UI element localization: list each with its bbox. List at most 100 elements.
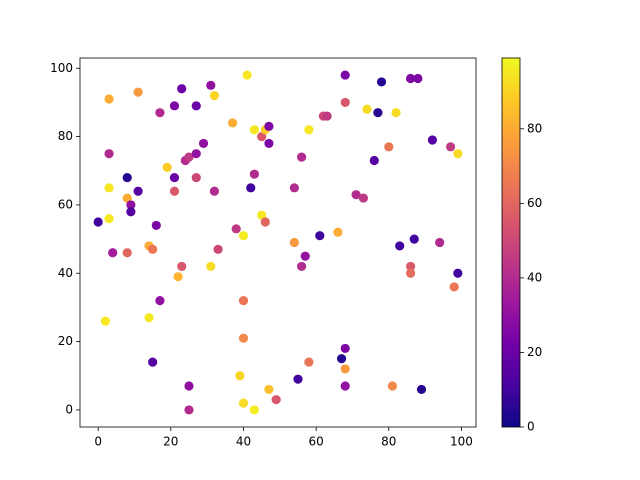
plot-frame	[79, 57, 477, 428]
point	[449, 282, 459, 292]
point	[249, 125, 259, 135]
point	[122, 172, 132, 183]
point	[315, 231, 325, 241]
point	[133, 186, 143, 196]
point	[300, 251, 310, 261]
point	[340, 97, 350, 108]
point	[340, 364, 350, 374]
point	[336, 354, 347, 364]
x-tick-label: 40	[236, 435, 251, 449]
point	[416, 384, 427, 395]
point	[126, 207, 136, 217]
point	[206, 80, 216, 90]
point	[231, 224, 241, 234]
y-tick-label: 20	[58, 334, 73, 348]
point	[333, 227, 343, 237]
point	[246, 183, 256, 193]
point	[177, 261, 187, 272]
point	[238, 398, 249, 408]
point	[293, 374, 303, 384]
point	[151, 220, 161, 231]
point	[242, 70, 252, 80]
point	[304, 357, 314, 367]
point	[213, 244, 223, 254]
y-tick-label: 80	[58, 129, 73, 143]
point	[206, 261, 216, 272]
point	[184, 405, 194, 415]
point	[148, 357, 158, 367]
point	[395, 241, 405, 251]
point	[304, 125, 314, 135]
point	[445, 142, 456, 152]
point	[427, 135, 438, 145]
point	[155, 108, 165, 118]
point	[391, 108, 401, 118]
y-tick-label: 60	[58, 197, 73, 211]
point	[173, 272, 183, 282]
point	[191, 172, 201, 183]
point	[184, 381, 194, 391]
point	[104, 183, 114, 193]
point	[260, 217, 270, 227]
point	[126, 200, 136, 210]
point	[453, 268, 463, 278]
point	[169, 101, 180, 111]
point	[100, 316, 111, 326]
point	[257, 210, 267, 220]
point	[238, 333, 249, 343]
point	[209, 90, 220, 101]
point	[235, 371, 245, 381]
colorbar-tick-label: 0	[527, 420, 535, 434]
point	[209, 186, 220, 196]
point	[435, 237, 445, 248]
x-tick-label: 0	[94, 435, 102, 449]
point	[162, 162, 172, 172]
point	[191, 149, 201, 159]
colorbar-tick-label: 80	[527, 121, 542, 135]
x-tick-label: 100	[450, 435, 473, 449]
point	[169, 186, 180, 196]
point	[155, 295, 165, 306]
point	[122, 248, 132, 258]
y-tick-label: 40	[58, 266, 73, 280]
colorbar-tick-label: 40	[527, 270, 542, 284]
x-tick-label: 80	[381, 435, 396, 449]
point	[453, 149, 463, 159]
x-tick-label: 20	[163, 435, 178, 449]
point	[133, 87, 143, 97]
point	[249, 405, 259, 415]
point	[406, 268, 416, 278]
point	[373, 108, 383, 118]
point	[177, 84, 187, 94]
point	[289, 237, 299, 248]
point	[340, 70, 350, 80]
point	[409, 234, 419, 244]
point	[122, 193, 132, 203]
point	[406, 261, 416, 272]
point	[406, 73, 416, 84]
point	[271, 395, 281, 405]
y-tick-label: 100	[50, 61, 73, 75]
point	[238, 295, 249, 306]
point	[144, 313, 154, 323]
x-tick-label: 60	[309, 435, 324, 449]
point	[104, 213, 114, 224]
point	[264, 138, 274, 149]
point	[238, 231, 249, 241]
point	[257, 131, 267, 142]
point	[297, 152, 307, 162]
point	[264, 384, 274, 395]
point	[198, 138, 209, 149]
point	[297, 261, 307, 272]
point	[369, 155, 379, 166]
point	[340, 343, 350, 354]
point	[351, 190, 361, 200]
point	[93, 217, 103, 227]
colorbar-tick-label: 20	[527, 345, 542, 359]
colorbar-tick-label: 60	[527, 196, 542, 210]
point	[376, 77, 387, 87]
point	[362, 104, 372, 114]
point	[322, 111, 332, 121]
point	[413, 73, 423, 84]
